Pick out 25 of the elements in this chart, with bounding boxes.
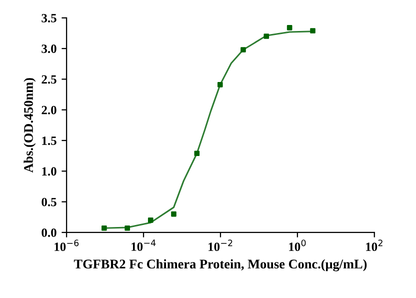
y-tick-label: 3.5 bbox=[42, 14, 56, 22]
x-tick-label: 10$^{0}$ bbox=[289, 240, 306, 252]
y-tick-label: 0.0 bbox=[42, 228, 56, 237]
x-tick-label: 10$^{−6}$ bbox=[54, 240, 79, 252]
y-tick-label: 2.5 bbox=[42, 75, 56, 84]
point bbox=[148, 218, 154, 223]
y-tick-label: 1.5 bbox=[42, 136, 56, 145]
point bbox=[102, 225, 107, 231]
point bbox=[264, 34, 270, 39]
x-tick-label: 10$^{−4}$ bbox=[132, 240, 156, 251]
point bbox=[124, 225, 130, 231]
point bbox=[217, 82, 223, 88]
y-axis-title: Abs.(OD.450nm) bbox=[24, 78, 36, 173]
point bbox=[171, 211, 176, 217]
point bbox=[240, 47, 246, 52]
y-tick-label: 3.0 bbox=[42, 44, 56, 54]
y-tick-label: 1.0 bbox=[42, 167, 56, 176]
y-tick-label: 2.0 bbox=[42, 106, 56, 114]
x-tick-label: 10$^{−2}$ bbox=[208, 240, 232, 252]
x-axis-title: TGFBR2 Fc Chimera Protein, Mouse Conc.(μg/mL) bbox=[74, 259, 367, 272]
y-tick-label: 0.5 bbox=[42, 198, 56, 206]
point bbox=[194, 150, 200, 156]
x-tick-label: 10$^{2}$ bbox=[366, 240, 382, 252]
point bbox=[310, 28, 316, 34]
point bbox=[286, 25, 292, 30]
